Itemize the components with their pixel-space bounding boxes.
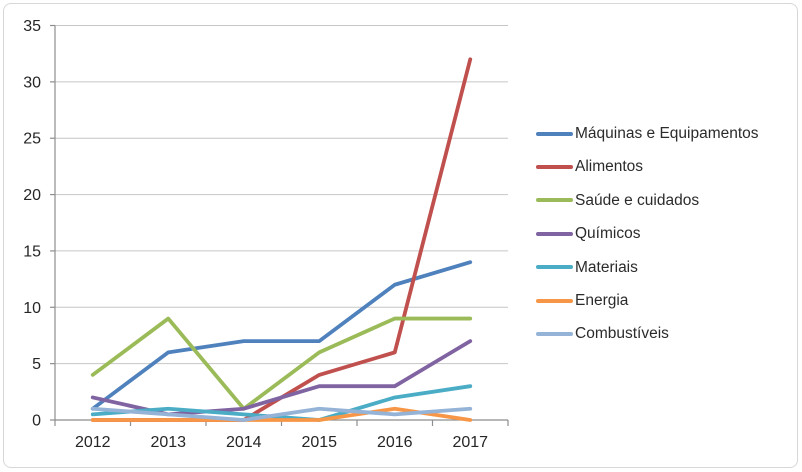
legend-label: Saúde e cuidados [575,191,700,209]
legend-item: Químicos [536,217,759,250]
y-tick-label: 25 [23,131,41,148]
legend-item: Alimentos [536,150,759,183]
series-lines [90,57,473,422]
legend-line-swatch [536,198,573,203]
y-tick-label: 10 [23,300,41,317]
legend-label: Materiais [575,258,638,276]
legend: Máquinas e Equipamentos Alimentos Saúde e … [536,117,759,351]
legend-item: Materiais [536,251,759,284]
legend-line-swatch [536,165,573,170]
series-line-5 [90,406,473,422]
series-line-4 [90,384,473,422]
legend-item: Combustíveis [536,317,759,350]
y-tick-label: 0 [32,413,41,430]
legend-item: Energia [536,284,759,317]
legend-item: Saúde e cuidados [536,184,759,217]
legend-label: Alimentos [575,158,644,176]
y-tick-label: 35 [23,18,41,35]
legend-label: Químicos [575,225,641,243]
x-tick-label: 2017 [452,434,488,451]
y-tick-label: 5 [32,356,41,373]
series-line-6 [90,406,473,422]
legend-label: Energia [575,291,629,309]
legend-label: Máquinas e Equipamentos [575,124,759,142]
legend-label: Combustíveis [575,325,669,343]
y-tick-label: 30 [23,74,41,91]
legend-item: Máquinas e Equipamentos [536,117,759,150]
y-axis-labels: 0 5 10 15 20 25 30 35 [23,18,41,430]
x-tick-label: 2015 [301,434,337,451]
x-tick-label: 2016 [377,434,413,451]
series-line-2 [90,316,473,411]
series-line-3 [90,339,473,417]
legend-line-swatch [536,131,573,136]
legend-line-swatch [536,298,573,303]
legend-line-swatch [536,332,573,337]
legend-line-swatch [536,265,573,270]
x-axis-labels: 2012 2013 2014 2015 2016 2017 [75,434,488,451]
series-line-0 [90,260,473,411]
legend-line-swatch [536,231,573,236]
x-tick-label: 2014 [226,434,262,451]
x-tick-label: 2013 [150,434,186,451]
x-tick-label: 2012 [75,434,111,451]
axes [50,24,509,426]
y-tick-label: 15 [23,243,41,260]
y-tick-label: 20 [23,187,41,204]
